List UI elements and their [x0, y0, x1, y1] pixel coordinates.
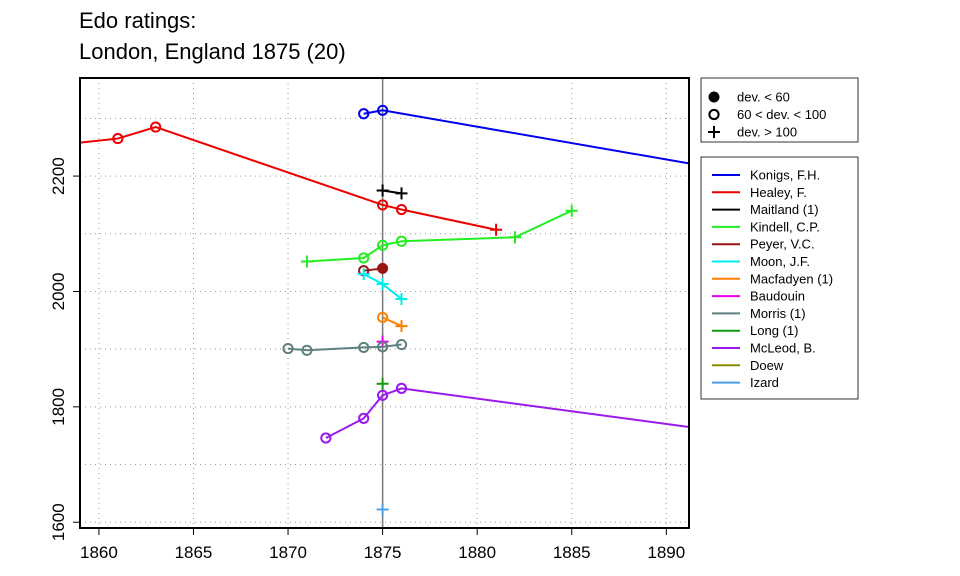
legend-label: Healey, F. — [750, 185, 807, 200]
plot-frame — [79, 77, 690, 529]
legend-label: Moon, J.F. — [750, 254, 810, 269]
data-point — [358, 341, 370, 354]
series-line — [363, 109, 689, 165]
data-point — [150, 121, 162, 133]
data-point — [395, 235, 408, 247]
data-point — [358, 252, 370, 264]
data-point — [377, 262, 389, 274]
data-point — [377, 239, 389, 251]
data-point — [395, 382, 408, 394]
data-point — [300, 255, 313, 268]
series-line — [287, 343, 402, 352]
legend-marker-dot — [708, 91, 720, 103]
data-point — [282, 342, 294, 355]
legend-label: Konigs, F.H. — [750, 168, 820, 183]
series-line — [382, 316, 402, 327]
data-point — [320, 432, 332, 444]
legend-label: Baudouin — [750, 289, 805, 304]
data-point — [377, 199, 389, 211]
series-line — [80, 125, 497, 231]
data-point — [395, 187, 408, 200]
data-point — [357, 268, 370, 281]
series-mcleod-b — [320, 382, 689, 444]
data-point — [395, 203, 408, 216]
series-long-1 — [376, 377, 389, 390]
series-morris-1 — [282, 338, 408, 356]
series-moon-j-f — [357, 268, 408, 305]
data-point — [490, 223, 503, 236]
data-point — [395, 292, 408, 305]
data-point — [358, 108, 370, 120]
data-point — [376, 503, 389, 516]
legend-label: McLeod, B. — [750, 341, 816, 356]
series-line — [325, 387, 689, 439]
data-point — [301, 344, 313, 356]
data-point — [377, 389, 389, 401]
series-izard — [376, 503, 389, 516]
legend-label: Peyer, V.C. — [750, 237, 815, 252]
series-maitland-1 — [376, 184, 408, 200]
x-tick-label: 1875 — [364, 543, 402, 562]
data-point — [395, 320, 408, 333]
y-tick-label: 2200 — [49, 157, 68, 195]
data-point — [565, 204, 578, 217]
marker-legend-label: 60 < dev. < 100 — [737, 107, 826, 122]
x-tick-label: 1880 — [458, 543, 496, 562]
data-point — [377, 341, 389, 353]
marker-legend-box — [700, 77, 859, 143]
x-tick-label: 1860 — [80, 543, 118, 562]
series-healey-f — [80, 121, 503, 236]
y-tick-label: 2000 — [49, 273, 68, 311]
marker-legend: dev. < 60 60 < dev. < 100 dev. > 100 — [700, 77, 859, 143]
legend-marker-circle — [708, 108, 720, 121]
legend-label: Maitland (1) — [750, 202, 819, 217]
x-tick-label: 1865 — [175, 543, 213, 562]
x-tick-label: 1870 — [269, 543, 307, 562]
y-tick-label: 1600 — [49, 503, 68, 541]
data-point — [376, 277, 389, 290]
series-konigs-f-h — [358, 104, 689, 165]
series-kindell-c-p — [300, 204, 578, 268]
legend-label: Morris (1) — [750, 306, 806, 321]
legend-marker-plus — [708, 126, 720, 138]
series-legend: Konigs, F.H. Healey, F. Maitland (1) Kindel… — [700, 156, 859, 400]
x-tick-label: 1885 — [553, 543, 591, 562]
data-point — [376, 184, 389, 197]
data-point — [358, 412, 370, 424]
legend-label: Izard — [750, 375, 779, 390]
data-point — [509, 231, 521, 244]
y-tick-label: 1800 — [49, 388, 68, 426]
legend-label: Doew — [750, 358, 784, 373]
series-macfadyen-1 — [377, 311, 408, 333]
series-line — [306, 209, 573, 263]
data-point — [377, 311, 389, 324]
chart-title-line2: London, England 1875 (20) — [79, 39, 346, 64]
data-point — [376, 377, 389, 390]
chart-title-line1: Edo ratings: — [79, 8, 197, 33]
legend-label: Kindell, C.P. — [750, 219, 820, 234]
marker-legend-label: dev. < 60 — [737, 90, 790, 105]
data-point — [112, 132, 124, 145]
x-tick-label: 1890 — [647, 543, 685, 562]
marker-legend-label: dev. > 100 — [737, 125, 797, 140]
data-point — [377, 104, 389, 116]
legend-label: Long (1) — [750, 323, 798, 338]
data-point — [395, 338, 408, 351]
legend-label: Macfadyen (1) — [750, 271, 833, 286]
